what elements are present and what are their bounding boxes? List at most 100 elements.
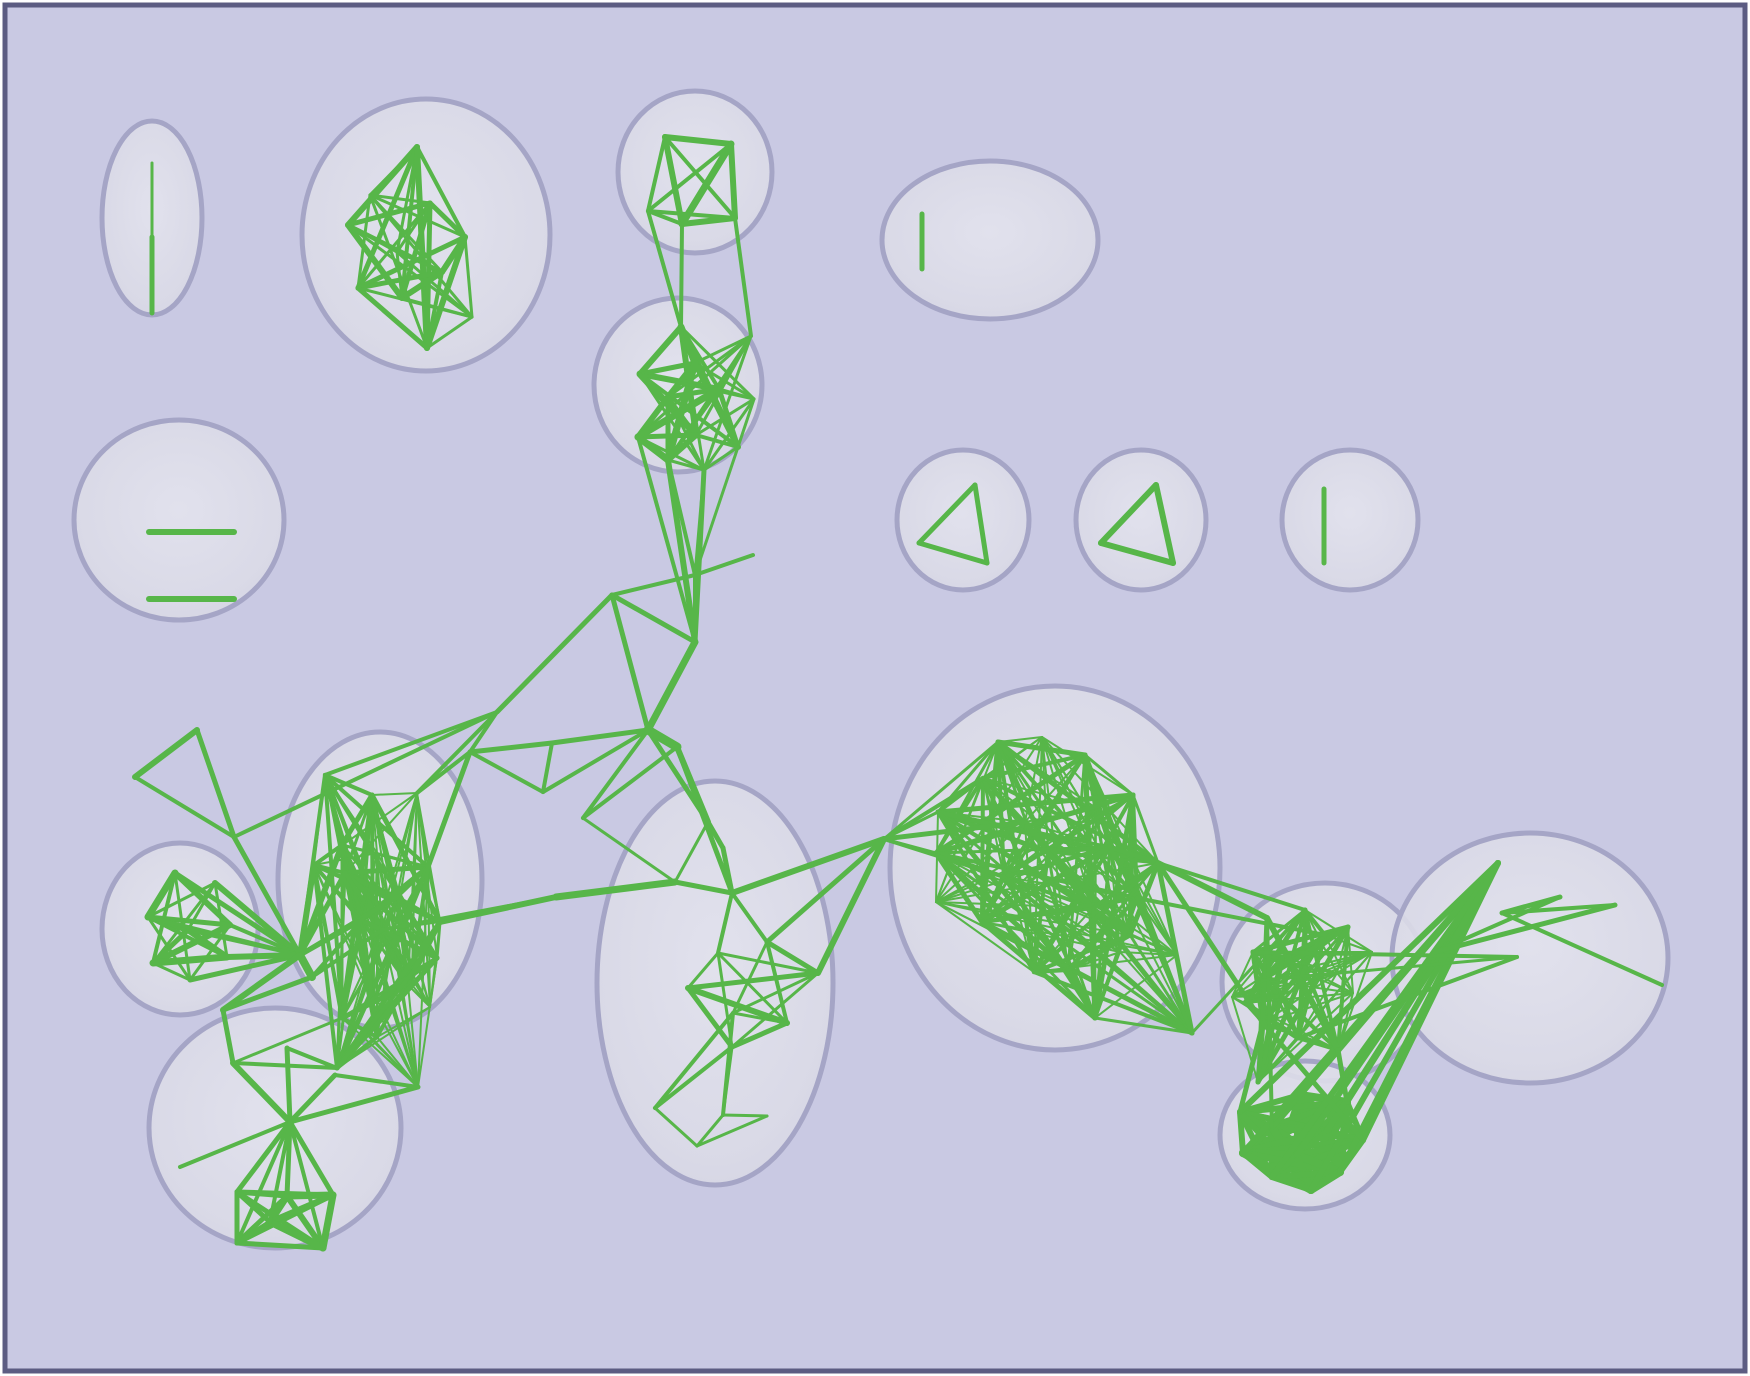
network-edge	[581, 728, 650, 820]
network-edge	[1093, 896, 1139, 1020]
network-edge	[1297, 1047, 1341, 1098]
network-edge	[695, 1114, 769, 1148]
network-edge	[132, 727, 200, 780]
network-edge	[934, 851, 1139, 900]
network-edge	[765, 940, 789, 1025]
network-edge	[666, 387, 721, 462]
network-edge	[468, 750, 545, 794]
network-edge	[1098, 482, 1159, 546]
network-edge	[410, 956, 439, 975]
network-edge	[702, 397, 756, 472]
network-edge	[463, 235, 474, 319]
network-edge	[1500, 911, 1664, 987]
network-edge	[646, 209, 683, 329]
network-edge	[366, 1033, 420, 1089]
network-edge	[1336, 972, 1354, 994]
network-edge	[721, 1045, 734, 1117]
network-edge	[693, 361, 756, 401]
network-edge	[285, 1046, 339, 1070]
network-edge	[916, 540, 990, 566]
network-edge	[335, 871, 347, 1070]
network-edge	[634, 385, 723, 441]
network-edge	[672, 879, 735, 896]
network-edge	[610, 573, 697, 597]
network-edge	[638, 372, 706, 472]
network-edge	[935, 901, 1131, 936]
network-edge	[662, 134, 685, 227]
network-edge	[609, 592, 698, 645]
network-edge	[1280, 993, 1300, 1040]
network-edge	[636, 435, 697, 644]
network-edge	[395, 895, 439, 960]
network-edge	[646, 135, 667, 213]
network-edge	[1231, 951, 1254, 998]
network-edge	[1237, 1020, 1266, 1115]
network-edge	[467, 740, 555, 755]
network-edge	[1093, 1016, 1194, 1035]
edges-layer	[132, 134, 1664, 1252]
network-edge	[213, 881, 229, 959]
network-edge	[1190, 908, 1307, 1035]
network-edge	[679, 325, 706, 472]
network-edge	[541, 728, 650, 794]
network-edge	[288, 1120, 325, 1250]
network-edge	[1066, 896, 1139, 972]
network-edge	[882, 740, 1000, 841]
network-edge	[345, 200, 433, 228]
network-edge	[344, 792, 418, 874]
network-edge	[1240, 860, 1501, 1156]
network-edge	[415, 710, 499, 795]
network-edge	[764, 836, 887, 945]
network-edge	[310, 918, 364, 979]
network-edge	[381, 929, 419, 1088]
network-edge	[644, 638, 699, 734]
network-edge	[178, 1120, 292, 1169]
network-edge	[415, 145, 467, 239]
network-edge	[1032, 861, 1160, 974]
network-edge	[1432, 902, 1618, 955]
cluster-ellipse-nucleotide-metabolism	[71, 417, 287, 623]
network-edge	[284, 1193, 326, 1251]
network-edge	[231, 1061, 339, 1070]
network-edge	[149, 953, 231, 967]
network-edge	[666, 458, 706, 472]
network-edge	[407, 984, 419, 1088]
network-edge	[345, 144, 420, 228]
network-edge	[313, 852, 378, 866]
network-edge	[982, 777, 1097, 809]
network-edge	[1500, 903, 1617, 915]
network-edge	[731, 940, 769, 1015]
network-edge	[716, 386, 741, 450]
network-edge	[653, 1045, 734, 1110]
network-edge	[882, 776, 985, 841]
network-edge	[231, 1016, 344, 1065]
network-edge	[494, 592, 615, 715]
network-edge	[345, 222, 405, 301]
network-edge	[427, 200, 468, 240]
network-edge	[1251, 908, 1307, 954]
network-edge	[1269, 1169, 1343, 1180]
network-edge	[637, 360, 698, 377]
cluster-ellipse-mhc-ii-receptor	[894, 447, 1032, 593]
network-edge	[1083, 753, 1135, 797]
network-edge	[1156, 861, 1307, 912]
network-edge	[646, 142, 733, 213]
network-edge	[663, 135, 737, 220]
cluster-ellipse-cofactor-metabolism	[879, 158, 1101, 322]
network-edge	[1293, 1151, 1344, 1176]
network-edge	[341, 929, 383, 1019]
network-edge	[230, 1060, 293, 1125]
network-edge	[882, 837, 1006, 879]
network-edge	[730, 891, 769, 944]
network-edge	[981, 807, 1097, 923]
network-edge	[653, 1106, 699, 1148]
network-edge	[935, 862, 1159, 903]
network-edge	[815, 836, 887, 976]
network-edge	[224, 952, 303, 960]
network-edge	[1131, 793, 1160, 865]
network-edge	[1135, 896, 1327, 937]
network-edge	[935, 821, 1026, 903]
network-edge	[146, 881, 217, 919]
